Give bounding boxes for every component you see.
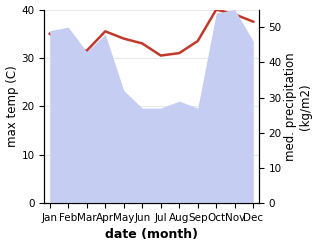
Y-axis label: med. precipitation
(kg/m2): med. precipitation (kg/m2) bbox=[284, 52, 313, 161]
X-axis label: date (month): date (month) bbox=[105, 228, 198, 242]
Y-axis label: max temp (C): max temp (C) bbox=[5, 65, 18, 147]
